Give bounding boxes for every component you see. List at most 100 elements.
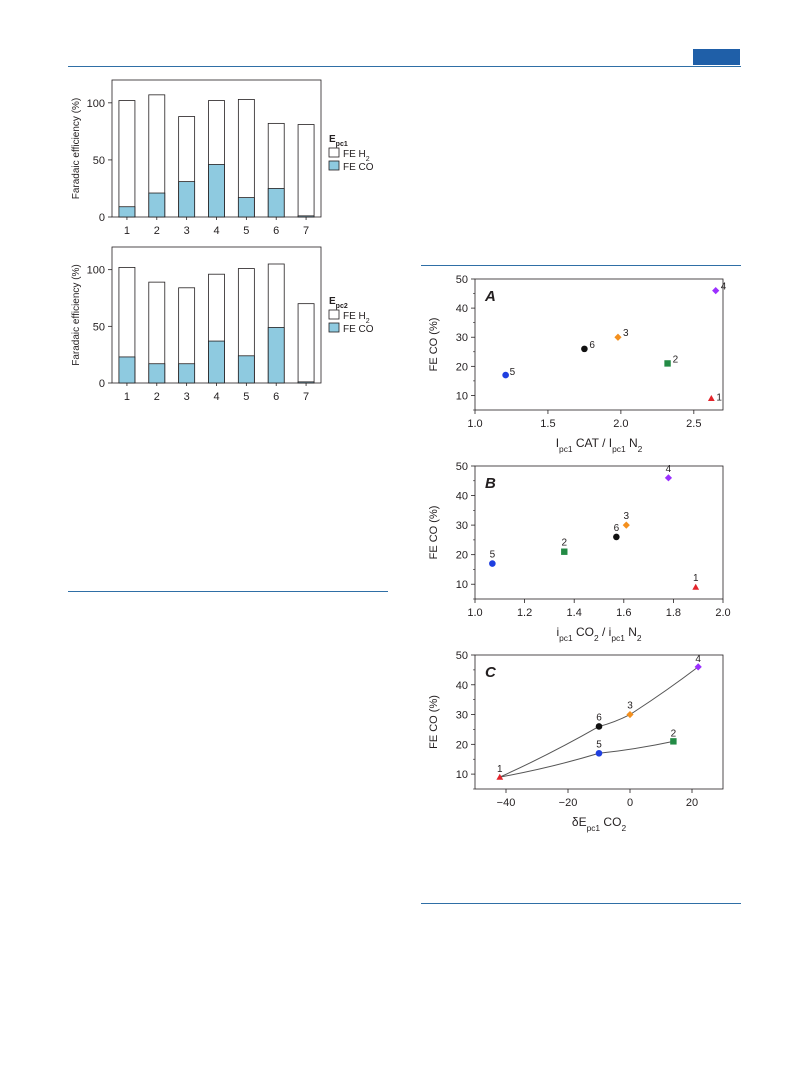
- data-point: [613, 533, 620, 541]
- label-text: E: [329, 134, 336, 145]
- plot-frame: [474, 654, 724, 790]
- label-text: FE H: [343, 311, 366, 322]
- x-tick-label: 5: [243, 225, 249, 237]
- header-rule: [68, 66, 741, 67]
- x-tick-label: −40: [497, 797, 516, 809]
- label-text: I: [556, 436, 559, 450]
- data-point: [489, 560, 496, 567]
- label-text: E: [329, 296, 336, 307]
- subscript-text: 2: [366, 156, 370, 163]
- subscript-text: 2: [621, 823, 626, 833]
- bar-fe-co: [178, 181, 196, 218]
- x-tick-label: 5: [243, 391, 249, 403]
- point-label: 3: [623, 328, 629, 339]
- label-text: CO: [573, 625, 594, 639]
- legend-label-h2: FE H2: [343, 311, 370, 325]
- data-point: [664, 474, 673, 482]
- data-point: [581, 345, 588, 353]
- plot-frame: [474, 465, 724, 600]
- data-point: [561, 548, 568, 555]
- x-tick-label: 6: [273, 225, 279, 237]
- bar-fe-co: [297, 215, 315, 218]
- x-tick-label: 4: [213, 225, 219, 237]
- subscript-text: 2: [638, 444, 643, 454]
- label-text: CO: [600, 815, 621, 829]
- bar-fe-h2: [297, 303, 315, 384]
- legend-label-co: FE CO: [343, 162, 374, 173]
- y-tick-label: 50: [456, 274, 468, 286]
- bar-fe-co: [148, 363, 166, 384]
- data-point: [670, 738, 677, 745]
- y-tick-label: 40: [456, 303, 468, 315]
- bar-fe-h2: [118, 100, 136, 218]
- bar-fe-co: [208, 164, 225, 218]
- x-tick-label: 3: [184, 391, 190, 403]
- point-label: 6: [614, 523, 620, 534]
- x-tick-label: 1: [124, 391, 130, 403]
- point-label: 4: [721, 282, 727, 293]
- bar-fe-co: [148, 192, 166, 218]
- legend-title: Epc2: [329, 296, 348, 310]
- y-tick-label: 50: [456, 650, 468, 662]
- bar-fe-co: [118, 206, 136, 218]
- x-tick-label: 1.0: [467, 607, 482, 619]
- data-point: [502, 371, 509, 379]
- x-tick-label: 1.4: [567, 607, 582, 619]
- x-tick-label: 1: [124, 225, 130, 237]
- data-point: [595, 749, 603, 757]
- label-text: δE: [572, 815, 587, 829]
- label-text: CAT / I: [573, 436, 613, 450]
- x-tick-label: 2.5: [686, 418, 701, 430]
- y-tick-label: 50: [456, 461, 468, 473]
- data-point: [614, 333, 622, 341]
- x-tick-label: 2.0: [613, 418, 628, 430]
- bar-fe-h2: [297, 124, 315, 218]
- point-label: 2: [673, 354, 679, 365]
- point-label: 2: [671, 728, 677, 739]
- data-point: [622, 521, 630, 529]
- point-label: 5: [490, 550, 496, 561]
- x-tick-label: 7: [303, 225, 309, 237]
- y-tick-label: 20: [456, 550, 468, 562]
- figure-divider-right-top: [421, 265, 741, 266]
- y-tick-label: 100: [87, 98, 105, 110]
- data-point: [496, 773, 504, 780]
- label-text: N: [626, 436, 638, 450]
- data-point: [595, 723, 603, 730]
- legend-swatch-co: [328, 160, 340, 171]
- y-tick-label: 10: [456, 579, 468, 591]
- subscript-text: pc1: [559, 444, 573, 454]
- panel-label: C: [485, 664, 497, 681]
- legend-swatch-co: [328, 322, 340, 333]
- y-tick-label: 100: [87, 265, 105, 277]
- data-point: [692, 583, 700, 590]
- y-tick-label: 30: [456, 710, 468, 722]
- subscript-text: pc1: [336, 141, 348, 148]
- bar-fe-co: [237, 355, 255, 384]
- panel-label: B: [485, 475, 496, 492]
- data-point: [626, 710, 634, 719]
- data-point: [712, 287, 720, 295]
- x-tick-label: 4: [213, 391, 219, 403]
- subscript-text: 2: [594, 633, 599, 643]
- bar-fe-co: [208, 340, 225, 384]
- fit-curve: [499, 666, 699, 778]
- subscript-text: 2: [366, 318, 370, 325]
- label-text: N: [625, 625, 637, 639]
- bar-fe-co: [237, 197, 255, 218]
- y-tick-label: 50: [93, 321, 105, 333]
- subscript-text: pc1: [612, 444, 626, 454]
- legend-label-h2: FE H2: [343, 149, 370, 163]
- x-axis-label: Ipc1 CAT / Ipc1 N2: [556, 436, 643, 454]
- y-tick-label: 0: [99, 378, 105, 390]
- figure-divider-right-bottom: [421, 903, 741, 904]
- figure-divider-left: [68, 591, 388, 592]
- point-label: 3: [623, 511, 629, 522]
- x-tick-label: 2: [154, 391, 160, 403]
- point-label: 6: [589, 340, 595, 351]
- y-axis-label: FE CO (%): [428, 695, 440, 749]
- panel-label: A: [484, 288, 496, 305]
- x-tick-label: 1.0: [467, 418, 482, 430]
- y-tick-label: 0: [99, 212, 105, 224]
